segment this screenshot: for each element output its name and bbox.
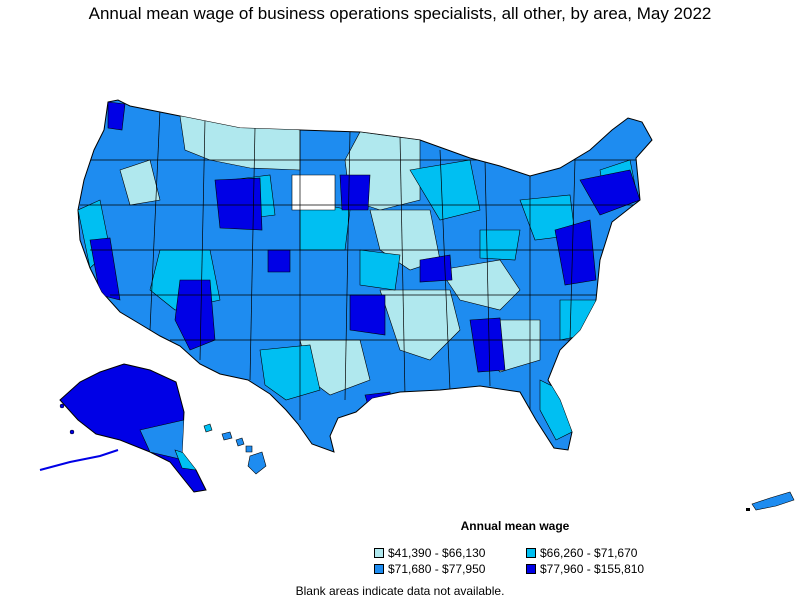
legend-swatch-2 [526,548,536,558]
legend-title: Annual mean wage [460,519,570,533]
puerto-rico [746,491,795,511]
legend-item-1: $41,390 - $66,130 [374,546,485,560]
legend-swatch-3 [374,564,384,574]
alaska [39,363,207,493]
legend-label-4: $77,960 - $155,810 [540,562,645,576]
contiguous-us [77,99,653,453]
legend-label-1: $41,390 - $66,130 [388,546,486,560]
legend-swatch-4 [526,564,536,574]
legend-label-3: $71,680 - $77,950 [388,562,486,576]
legend-item-2: $66,260 - $71,670 [526,546,637,560]
legend-item-3: $71,680 - $77,950 [374,562,485,576]
legend-label-2: $66,260 - $71,670 [540,546,638,560]
legend-item-4: $77,960 - $155,810 [526,562,644,576]
hawaii [203,423,267,475]
footnote: Blank areas indicate data not available. [295,584,505,598]
legend-swatch-1 [374,548,384,558]
map-title: Annual mean wage of business operations … [88,4,712,23]
